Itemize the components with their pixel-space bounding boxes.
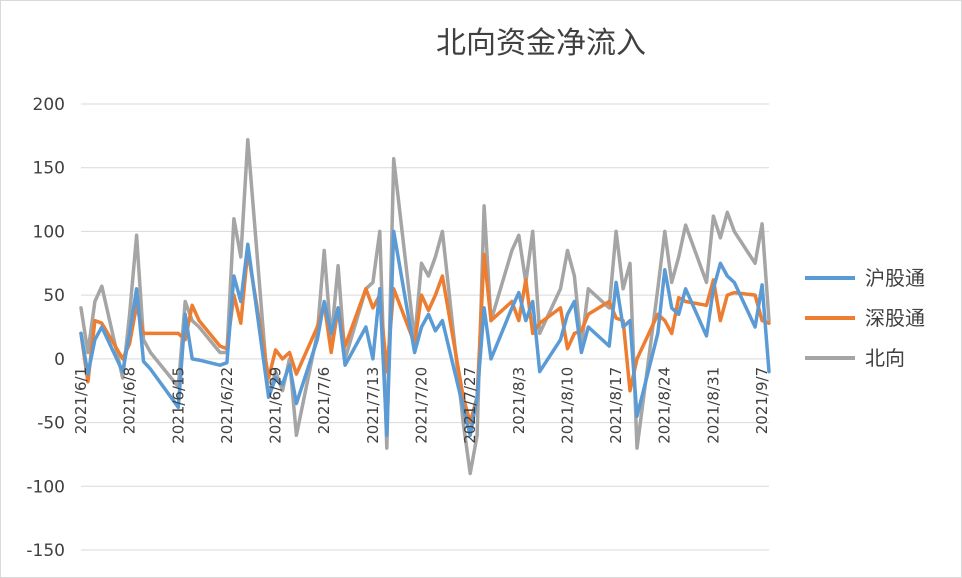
x-tick-label: 2021/8/31: [704, 367, 722, 444]
y-tick-label: -50: [37, 414, 65, 434]
x-tick-label: 2021/9/7: [753, 367, 771, 434]
x-tick-label: 2021/8/24: [656, 367, 674, 444]
legend-label-0: 沪股通: [865, 266, 925, 290]
y-axis-ticks: 200 150 100 50 0 -50 -100 -150: [26, 95, 65, 561]
chart-title: 北向资金净流入: [436, 26, 646, 61]
series-line-0: [79, 229, 771, 438]
x-tick-label: 2021/7/27: [461, 367, 479, 444]
x-axis-ticks: 2021/6/1 2021/6/8 2021/6/15 2021/6/22 2021/6…: [72, 367, 771, 444]
y-tick-label: 50: [43, 286, 65, 306]
series-lines: [79, 137, 771, 476]
legend-label-1: 深股通: [865, 306, 925, 330]
y-tick-label: 100: [33, 222, 65, 242]
x-tick-label: 2021/8/17: [607, 367, 625, 444]
y-tick-label: -150: [26, 541, 65, 561]
x-tick-label: 2021/8/10: [558, 367, 576, 444]
series-line-2: [79, 137, 771, 476]
x-tick-label: 2021/6/15: [169, 367, 187, 444]
x-tick-label: 2021/6/29: [267, 367, 285, 444]
x-tick-label: 2021/7/13: [364, 367, 382, 444]
y-tick-label: -100: [26, 477, 65, 497]
y-tick-label: 0: [54, 350, 65, 370]
legend-label-2: 北向: [865, 346, 905, 370]
x-tick-label: 2021/6/8: [121, 367, 139, 434]
y-tick-label: 150: [33, 159, 65, 179]
x-tick-label: 2021/6/22: [218, 367, 236, 444]
x-tick-label: 2021/8/3: [510, 367, 528, 434]
y-tick-label: 200: [33, 95, 65, 115]
x-tick-label: 2021/7/6: [315, 367, 333, 434]
x-tick-label: 2021/7/20: [413, 367, 431, 444]
x-tick-label: 2021/6/1: [72, 367, 90, 434]
